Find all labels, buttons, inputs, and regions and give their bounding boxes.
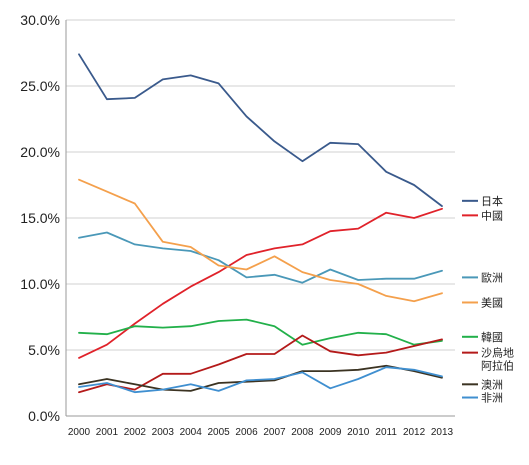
series-line-3	[78, 178, 443, 303]
legend-label-line: 歐洲	[481, 270, 503, 284]
series-line-2	[78, 231, 443, 284]
legend-label: 韓國	[481, 331, 503, 344]
series-line-4	[78, 318, 443, 346]
legend-label-line: 美國	[481, 296, 503, 309]
legend-label: 歐洲	[481, 270, 503, 284]
x-tick-label: 2008	[291, 427, 314, 438]
series-line-0	[78, 53, 443, 208]
series-line-1	[78, 207, 443, 359]
x-tick-label: 2000	[68, 427, 91, 438]
x-tick-label: 2004	[180, 427, 203, 438]
x-tick-label: 2001	[96, 427, 119, 438]
x-tick-label: 2005	[207, 427, 230, 438]
axes: 0.0% 5.0% 10.0% 15.0% 20.0% 25.0% 30.0% 2000 200…	[20, 12, 455, 438]
legend-label-line: 沙烏地	[481, 346, 514, 360]
series-lines	[78, 53, 443, 394]
y-tick-label: 10.0%	[20, 276, 60, 292]
x-tick-label: 2002	[124, 427, 147, 438]
legend-label: 日本	[481, 194, 503, 208]
legend-label-line: 澳洲	[481, 378, 503, 391]
y-tick-label: 25.0%	[20, 78, 60, 94]
legend-label: 中國	[481, 209, 503, 222]
x-tick-label: 2012	[403, 427, 426, 438]
y-tick-label: 20.0%	[20, 144, 60, 160]
legend-label-line: 阿拉伯	[481, 359, 514, 373]
legend-label: 澳洲	[481, 378, 503, 391]
legend-label-line: 非洲	[481, 392, 503, 405]
series-line-5	[78, 334, 443, 394]
y-tick-label: 0.0%	[28, 408, 60, 424]
legend-label-line: 中國	[481, 209, 503, 222]
x-tick-label: 2009	[319, 427, 342, 438]
gridlines	[66, 19, 455, 351]
y-tick-label: 5.0%	[28, 342, 60, 358]
x-tick-label: 2010	[347, 427, 370, 438]
y-tick-label: 15.0%	[20, 210, 60, 226]
x-tick-label: 2006	[235, 427, 258, 438]
series-line-6	[78, 364, 443, 392]
legend-label-line: 韓國	[481, 331, 503, 344]
series-line-7	[78, 366, 443, 394]
x-tick-label: 2003	[152, 427, 175, 438]
y-tick-label: 30.0%	[20, 12, 60, 28]
legend-label: 沙烏地阿拉伯	[481, 346, 514, 373]
legend-label-line: 日本	[481, 194, 503, 208]
x-tick-label: 2013	[431, 427, 454, 438]
legend-label: 美國	[481, 296, 503, 309]
x-tick-label: 2007	[263, 427, 286, 438]
x-tick-label: 2011	[375, 427, 397, 438]
legend-label: 非洲	[481, 392, 503, 405]
